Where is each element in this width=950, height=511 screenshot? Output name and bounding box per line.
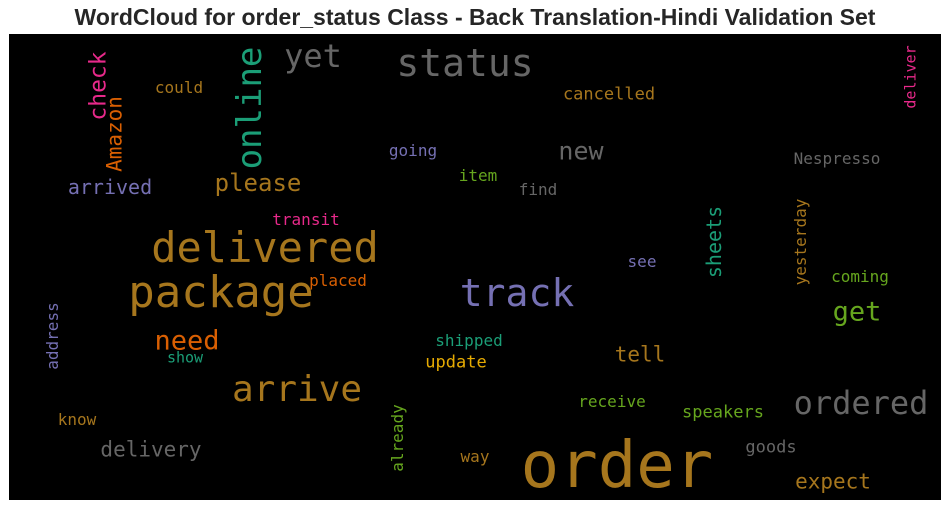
word-way: way [460,447,490,466]
word-could: could [154,78,204,97]
word-get: get [832,296,882,328]
word-amazon: Amazon [102,96,127,172]
word-address: address [43,302,62,370]
word-goods: goods [745,437,797,458]
word-find: find [518,180,558,199]
word-know: know [57,410,97,429]
wordcloud-canvas: order package delivered status track arrive on… [9,34,941,500]
word-expect: expect [795,469,871,494]
word-already: already [388,404,407,472]
word-speakers: speakers [682,402,764,423]
word-item: item [458,166,498,185]
word-new: new [558,136,604,166]
word-order: order [520,429,714,500]
chart-title: WordCloud for order_status Class - Back … [74,4,876,30]
word-receive: receive [578,392,646,411]
word-online: online [230,46,270,170]
word-deliver: deliver [901,45,920,109]
word-transit: transit [272,210,340,229]
word-going: going [388,141,438,160]
word-ordered: ordered [793,384,929,422]
word-placed: placed [309,271,367,290]
word-arrive: arrive [231,369,363,410]
word-shipped: shipped [435,331,503,350]
word-delivered: delivered [151,223,379,272]
word-show: show [166,348,204,367]
word-arrived: arrived [67,175,153,199]
word-track: track [459,271,575,315]
word-delivery: delivery [100,437,202,462]
word-coming: coming [831,267,889,286]
word-status: status [396,41,534,85]
word-update: update [425,352,487,373]
word-package: package [128,267,314,318]
word-yet: yet [284,37,342,75]
word-please: please [214,169,302,197]
word-tell: tell [614,342,666,367]
word-see: see [627,252,657,271]
word-yesterday: yesterday [791,198,810,286]
word-nespresso: Nespresso [793,149,881,168]
word-need: need [154,325,220,357]
word-cancelled: cancelled [562,84,656,105]
word-sheets: sheets [702,205,726,279]
